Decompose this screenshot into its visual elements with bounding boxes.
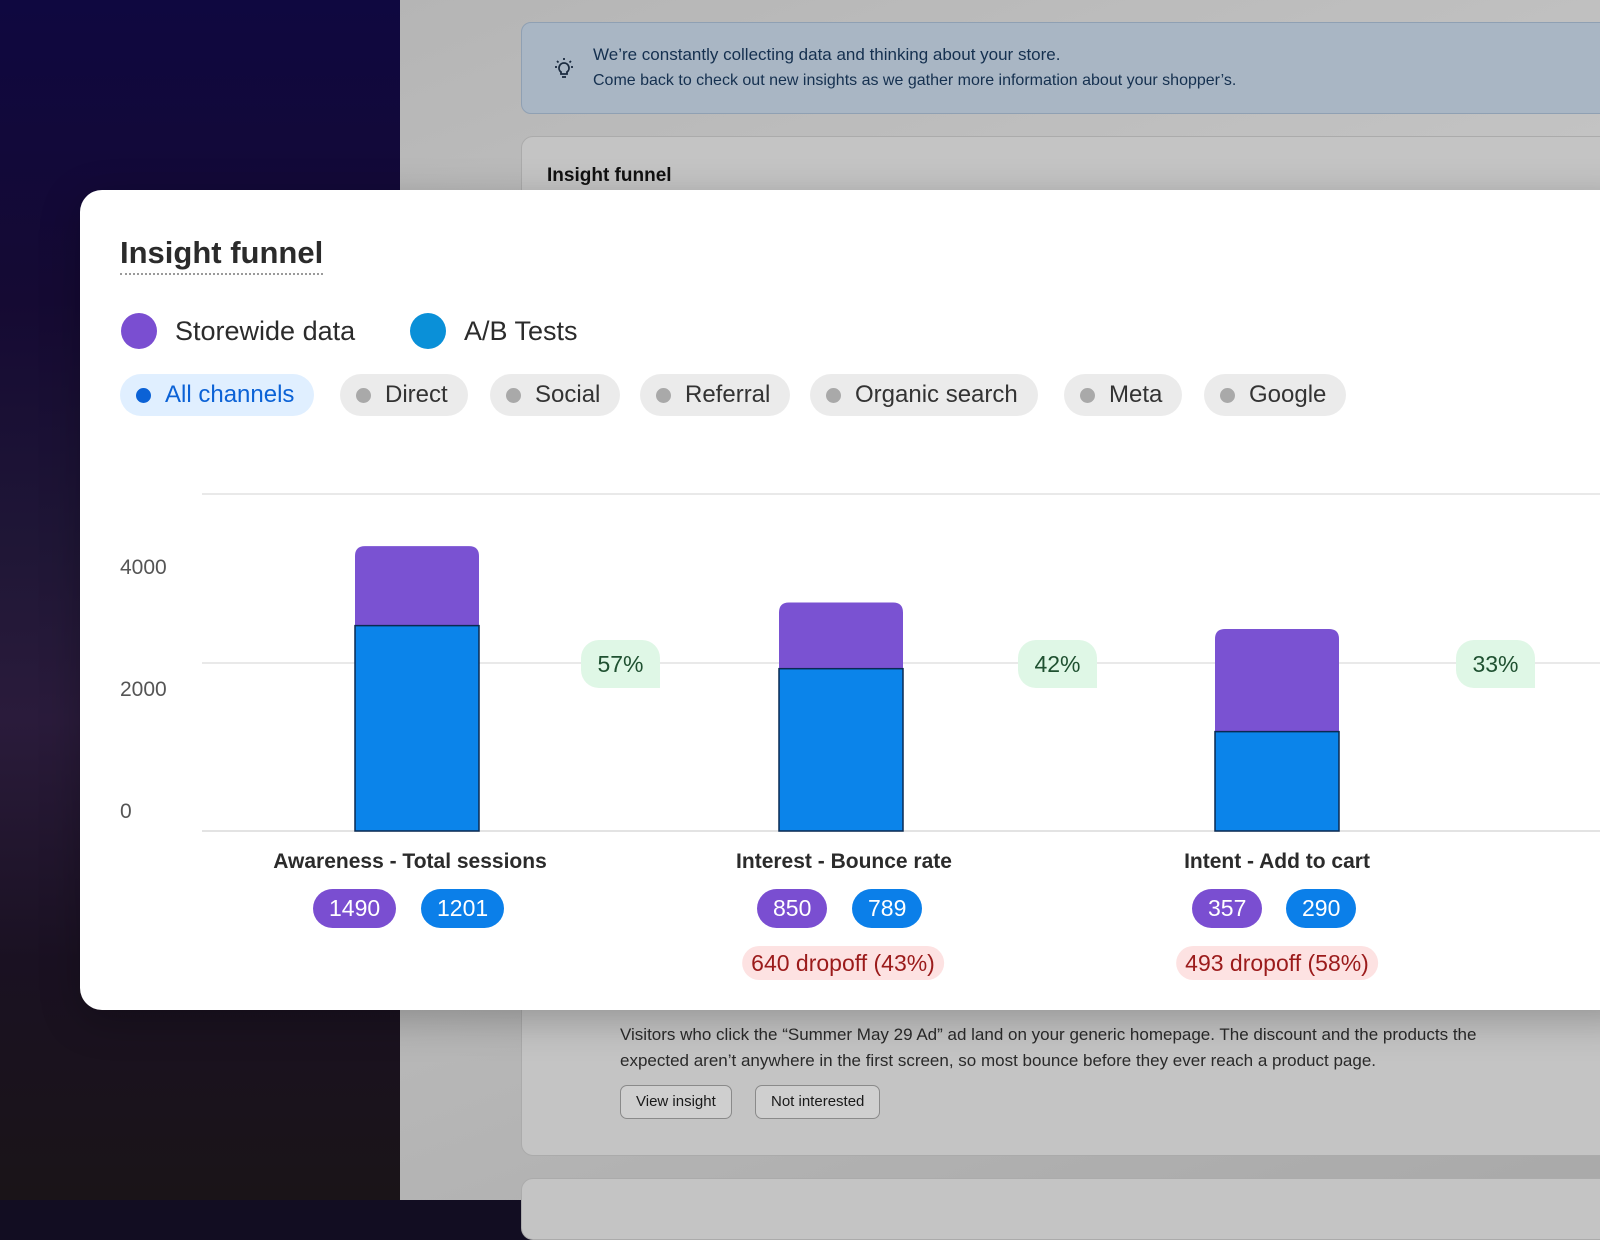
- banner-text-line1: We’re constantly collecting data and thi…: [593, 45, 1061, 64]
- card-title[interactable]: Insight funnel: [120, 235, 324, 275]
- storewide-value-pill: 1490: [313, 889, 397, 928]
- chip-dot-icon: [656, 387, 671, 403]
- channel-chip-label: Referral: [685, 381, 771, 408]
- insight-description-line2: expected aren’t anywhere in the first sc…: [620, 1051, 1376, 1070]
- banner-text-line2: Come back to check out new insights as w…: [593, 72, 1237, 89]
- bar-storewide[interactable]: [355, 546, 479, 626]
- y-tick-label: 0: [120, 800, 132, 823]
- channel-chip-label: Meta: [1109, 381, 1163, 408]
- storewide-value-pill: 357: [1192, 889, 1263, 928]
- legend-ab-tests-swatch: [410, 313, 446, 349]
- channel-chip-social[interactable]: Social: [490, 374, 621, 416]
- y-tick-label: 2000: [120, 678, 167, 701]
- bar-ab-tests[interactable]: [778, 667, 904, 832]
- legend-ab-tests-label: A/B Tests: [464, 315, 578, 346]
- channel-chip-organic-search[interactable]: Organic search: [810, 374, 1038, 416]
- channel-chip-label: Social: [535, 381, 601, 408]
- y-tick-label: 4000: [120, 556, 167, 579]
- ab-value-pill: 1201: [421, 889, 505, 928]
- conversion-rate-badge: 33%: [1456, 640, 1535, 688]
- chip-dot-icon: [1220, 387, 1235, 403]
- legend-ab-tests[interactable]: A/B Tests: [410, 313, 578, 349]
- ab-value-pill: 789: [852, 889, 923, 928]
- legend-storewide-swatch: [121, 313, 157, 349]
- chip-dot-icon: [826, 387, 841, 403]
- insight-description-line1: Visitors who click the “Summer May 29 Ad…: [620, 1025, 1477, 1044]
- chip-dot-icon: [136, 387, 151, 403]
- lightbulb-icon: [555, 58, 573, 78]
- dropoff-badge: 493 dropoff (58%): [1176, 946, 1378, 980]
- background-card-title: Insight funnel: [547, 165, 672, 186]
- channel-chip-label: Google: [1249, 381, 1327, 408]
- bar-storewide[interactable]: [779, 602, 903, 669]
- channel-chip-label: Direct: [385, 381, 448, 408]
- dropoff-badge: 640 dropoff (43%): [742, 946, 944, 980]
- channel-chip-meta[interactable]: Meta: [1064, 374, 1183, 416]
- funnel-chart: [202, 493, 1600, 832]
- chip-dot-icon: [356, 387, 371, 403]
- info-banner: We’re constantly collecting data and thi…: [521, 22, 1600, 114]
- bar-storewide[interactable]: [1215, 628, 1339, 732]
- channel-chip-label: Organic search: [855, 381, 1018, 408]
- view-insight-button[interactable]: View insight: [620, 1085, 732, 1119]
- stage-label-awareness: Awareness - Total sessions: [273, 850, 547, 873]
- conversion-rate-badge: 57%: [581, 640, 660, 688]
- bar-ab-tests[interactable]: [1214, 730, 1340, 832]
- ab-value-pill: 290: [1286, 889, 1357, 928]
- bar-ab-tests[interactable]: [354, 624, 480, 832]
- channel-chip-google[interactable]: Google: [1204, 374, 1347, 416]
- chip-dot-icon: [506, 387, 521, 403]
- channel-chip-referral[interactable]: Referral: [640, 374, 791, 416]
- channel-chip-direct[interactable]: Direct: [340, 374, 468, 416]
- legend-storewide-label: Storewide data: [175, 315, 356, 346]
- chip-dot-icon: [1080, 387, 1095, 403]
- conversion-rate-badge: 42%: [1018, 640, 1097, 688]
- legend-storewide[interactable]: Storewide data: [121, 313, 355, 349]
- stage-label-intent: Intent - Add to cart: [1184, 850, 1370, 873]
- stage-label-interest: Interest - Bounce rate: [736, 850, 952, 873]
- insight-funnel-card: [80, 190, 1600, 1010]
- channel-chip-label: All channels: [165, 381, 295, 408]
- storewide-value-pill: 850: [757, 889, 828, 928]
- channel-chip-all[interactable]: All channels: [120, 374, 315, 416]
- not-interested-button[interactable]: Not interested: [755, 1085, 881, 1119]
